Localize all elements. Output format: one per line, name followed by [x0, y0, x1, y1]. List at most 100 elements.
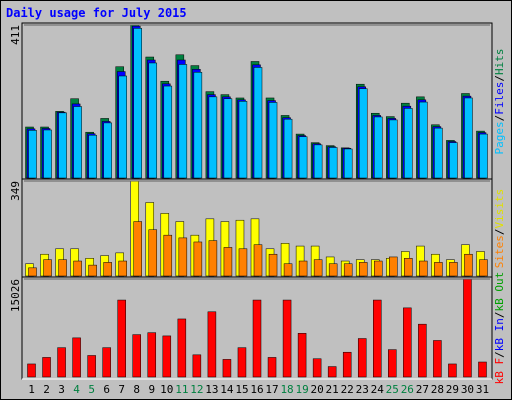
x-tick-label: 5: [88, 383, 95, 396]
x-tick-label: 27: [416, 383, 429, 396]
bar: [464, 97, 473, 179]
bar: [358, 88, 368, 179]
bar: [268, 102, 278, 179]
x-tick-label: 17: [265, 383, 278, 396]
bar: [434, 262, 443, 277]
x-tick-label: 6: [103, 383, 110, 396]
bar: [478, 361, 487, 378]
bar: [72, 337, 81, 378]
legend-entry: Hits: [493, 49, 506, 76]
bar: [404, 258, 413, 277]
bar: [357, 338, 367, 378]
bar: [282, 299, 292, 378]
x-tick-label: 12: [190, 383, 203, 396]
bar: [57, 347, 66, 378]
bar: [343, 148, 353, 179]
bar: [73, 260, 82, 277]
chart-title: Daily usage for July 2015: [6, 6, 187, 20]
bar: [403, 307, 412, 378]
x-tick-label: 25: [386, 383, 399, 396]
bar: [87, 355, 96, 378]
bar: [252, 299, 262, 378]
x-tick-label: 3: [58, 383, 65, 396]
bar: [177, 318, 187, 378]
x-tick-label: 30: [461, 383, 474, 396]
legend-separator: /: [493, 351, 506, 358]
bar: [433, 340, 442, 378]
x-tick-label: 20: [311, 383, 324, 396]
bar: [328, 147, 338, 179]
x-tick-label: 23: [356, 383, 369, 396]
bar: [148, 229, 158, 277]
legend: Pages/Files/Hits: [493, 49, 506, 155]
x-tick-label: 24: [371, 383, 385, 396]
bar: [298, 260, 308, 277]
bar: [463, 278, 472, 378]
bar: [207, 311, 217, 378]
legend-separator: /: [493, 75, 506, 82]
bar: [208, 96, 218, 179]
legend-separator: /: [493, 115, 506, 122]
x-tick-label: 13: [205, 383, 218, 396]
bar: [449, 262, 458, 277]
bar: [238, 248, 248, 277]
bar: [373, 299, 382, 378]
bar: [297, 333, 307, 378]
bar: [327, 366, 337, 378]
x-tick-label: 31: [476, 383, 489, 396]
bar: [192, 354, 202, 378]
bar: [117, 299, 126, 378]
legend-separator: /: [493, 229, 506, 236]
x-tick-label: 7: [118, 383, 125, 396]
bar: [342, 351, 352, 378]
legend: kB F/kB In/kB Out: [493, 272, 506, 385]
legend-entry: kB In: [493, 318, 506, 351]
bar: [133, 221, 142, 277]
bar: [103, 122, 112, 179]
y-max-label: 349: [9, 181, 22, 201]
bar: [28, 130, 37, 179]
bar: [389, 119, 398, 179]
legend-entry: Pages: [493, 121, 506, 154]
x-tick-label: 4: [73, 383, 80, 396]
bar: [88, 134, 97, 179]
x-tick-label: 1: [28, 383, 35, 396]
bar: [27, 363, 36, 378]
bar: [147, 332, 157, 378]
bar: [73, 106, 82, 179]
bar: [178, 64, 188, 179]
bar: [223, 98, 233, 179]
x-tick-label: 14: [220, 383, 234, 396]
bar: [223, 247, 233, 277]
bar: [132, 334, 141, 378]
bar: [313, 259, 323, 277]
bar: [42, 357, 51, 378]
x-tick-label: 9: [148, 383, 155, 396]
bar: [193, 72, 203, 179]
bar: [389, 256, 398, 277]
bar: [58, 112, 67, 179]
bar: [388, 349, 397, 378]
bar: [298, 136, 308, 179]
legend-separator: /: [493, 311, 506, 318]
bar: [253, 67, 263, 179]
x-tick-label: 8: [133, 383, 140, 396]
x-tick-label: 19: [295, 383, 308, 396]
bar: [88, 264, 97, 277]
bar: [58, 259, 67, 277]
bar: [419, 260, 428, 277]
bar: [404, 108, 413, 179]
bar: [118, 75, 127, 179]
bar: [178, 237, 188, 277]
bar: [374, 116, 383, 179]
bar: [358, 262, 368, 277]
x-tick-label: 29: [446, 383, 459, 396]
bar: [313, 144, 323, 179]
bar: [162, 335, 172, 378]
bar: [343, 263, 353, 277]
x-tick-label: 2: [43, 383, 50, 396]
x-tick-label: 16: [250, 383, 263, 396]
bar: [28, 267, 37, 277]
bar: [464, 253, 473, 277]
bar: [102, 347, 111, 378]
